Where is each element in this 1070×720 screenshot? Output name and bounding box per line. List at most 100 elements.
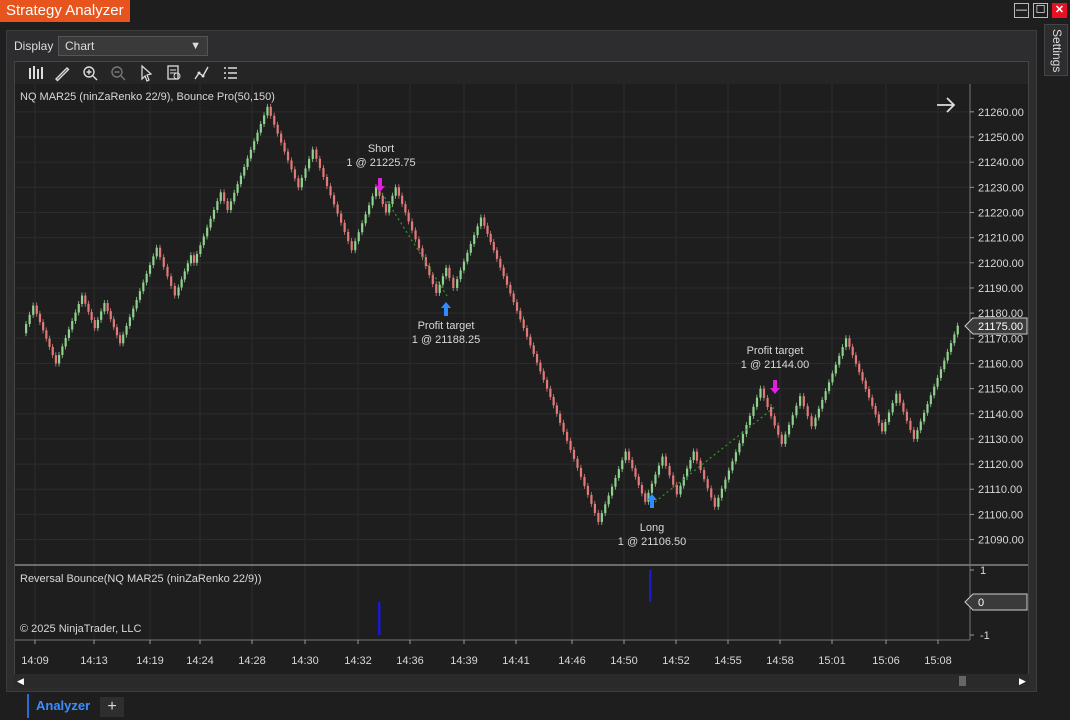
pointer-icon[interactable] <box>137 64 155 82</box>
renko-bar <box>559 413 562 423</box>
renko-bar <box>290 160 293 170</box>
renko-bar <box>631 459 634 469</box>
renko-bar <box>297 178 300 188</box>
renko-bar <box>617 469 620 478</box>
renko-bar <box>304 168 307 178</box>
renko-bar <box>590 494 593 504</box>
renko-bar <box>435 284 438 293</box>
minimize-button[interactable]: — <box>1014 3 1029 18</box>
renko-bar <box>325 177 329 187</box>
renko-bar <box>239 175 243 185</box>
renko-bar <box>672 475 675 485</box>
display-label: Display <box>14 39 54 53</box>
renko-bar <box>939 369 943 378</box>
bar-type-icon[interactable] <box>27 64 45 82</box>
renko-bar <box>905 411 909 421</box>
display-selected-value: Chart <box>65 39 95 53</box>
scroll-right-icon[interactable] <box>937 97 956 113</box>
renko-bar <box>738 443 741 453</box>
renko-bar <box>329 186 332 196</box>
time-tick-label: 14:39 <box>450 655 478 667</box>
renko-bar <box>943 360 946 370</box>
renko-bar <box>579 467 583 477</box>
tab-analyzer[interactable]: Analyzer <box>27 694 98 718</box>
renko-bar <box>627 451 631 460</box>
trade-detail: 1 @ 21106.50 <box>618 536 686 548</box>
renko-bar <box>266 106 269 116</box>
settings-tab[interactable]: Settings <box>1044 24 1068 76</box>
trade-detail: 1 @ 21188.25 <box>412 334 480 346</box>
renko-bar <box>657 465 661 475</box>
renko-bar <box>269 106 272 116</box>
price-tick-label: 21250.00 <box>978 132 1024 144</box>
renko-bar <box>650 483 654 493</box>
renko-bar <box>519 310 522 320</box>
renko-bar <box>135 299 138 309</box>
buy-arrow-icon <box>441 302 451 316</box>
renko-bar <box>381 195 384 205</box>
renko-bar <box>183 271 186 280</box>
maximize-button[interactable]: ☐ <box>1033 3 1048 18</box>
trade-title: Profit target <box>418 320 475 332</box>
renko-bar <box>881 422 884 432</box>
renko-bar <box>158 247 162 258</box>
renko-bar <box>132 308 135 318</box>
renko-bar <box>93 320 96 329</box>
renko-bar <box>103 303 106 312</box>
renko-bar <box>664 456 668 466</box>
renko-bar <box>61 346 64 355</box>
trade-connector-short <box>381 192 448 297</box>
renko-bar <box>614 477 617 487</box>
renko-bar <box>410 221 414 231</box>
renko-bar <box>77 303 80 313</box>
price-chart[interactable]: Short 1 @ 21225.75 Profit target 1 @ 21188.… <box>15 84 1028 674</box>
renko-bar <box>223 192 226 202</box>
sell-arrow-icon <box>375 178 385 192</box>
zoom-out-icon[interactable] <box>109 64 127 82</box>
chart-grid <box>15 84 970 640</box>
indicator-current-value: 0 <box>978 597 984 609</box>
renko-bar <box>799 396 802 406</box>
renko-bar <box>54 355 58 364</box>
time-tick-label: 14:50 <box>610 655 638 667</box>
renko-bar <box>710 488 713 498</box>
renko-bar <box>259 124 262 133</box>
renko-bar <box>219 192 222 202</box>
close-button[interactable]: ✕ <box>1052 3 1067 18</box>
renko-bar <box>572 449 576 459</box>
time-tick-label: 14:41 <box>502 655 530 667</box>
renko-bar <box>438 284 441 293</box>
renko-bar <box>202 236 205 246</box>
chart-scrollbar[interactable]: ◀ ▶ <box>14 674 1029 688</box>
properties-icon[interactable] <box>221 64 239 82</box>
renko-bar <box>286 151 290 161</box>
renko-bar <box>895 393 898 404</box>
renko-bar <box>597 512 600 522</box>
renko-bar <box>699 460 702 470</box>
scroll-left-arrow-icon[interactable]: ◀ <box>17 676 24 686</box>
strategies-icon[interactable] <box>193 64 211 82</box>
renko-bar <box>229 201 233 210</box>
renko-bar <box>848 338 851 347</box>
drawing-tool-icon[interactable] <box>53 64 71 82</box>
scroll-right-arrow-icon[interactable]: ▶ <box>1019 676 1026 686</box>
price-axis: 21260.00 21250.00 21240.00 21230.00 21220.00… <box>970 107 1024 547</box>
renko-bar <box>791 415 794 425</box>
display-select[interactable]: Chart ▼ <box>58 36 208 56</box>
renko-bar <box>679 485 682 495</box>
add-tab-button[interactable]: + <box>100 697 124 717</box>
renko-bar <box>96 319 100 329</box>
renko-bar <box>621 460 624 470</box>
renko-bar <box>802 396 805 407</box>
renko-bar <box>340 213 343 223</box>
scrollbar-thumb[interactable] <box>959 676 966 686</box>
renko-bar <box>858 363 861 373</box>
renko-bar <box>814 417 817 427</box>
renko-bar <box>919 421 922 431</box>
price-tick-label: 21100.00 <box>978 509 1023 521</box>
renko-bar <box>192 255 196 263</box>
data-box-icon[interactable] <box>165 64 183 82</box>
renko-bar <box>780 434 783 444</box>
zoom-in-icon[interactable] <box>81 64 99 82</box>
renko-bar <box>199 245 202 254</box>
